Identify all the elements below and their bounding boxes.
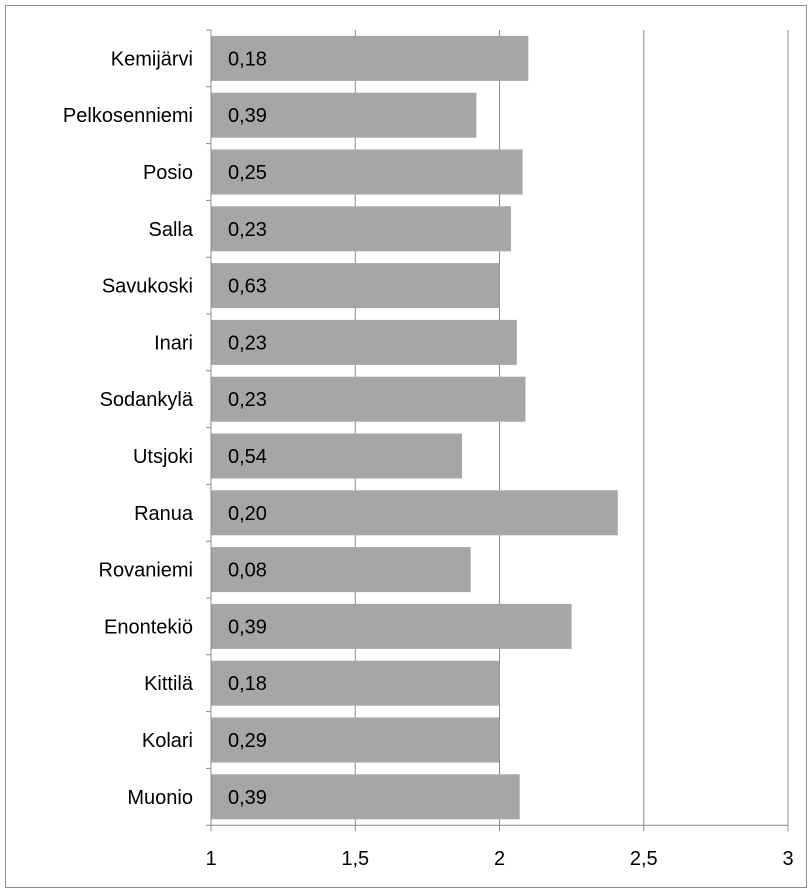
x-tick-label-4: 3	[782, 848, 793, 870]
category-label-13: Muonio	[127, 787, 193, 809]
data-label-6: 0,23	[228, 389, 267, 411]
category-label-2: Posio	[143, 162, 193, 184]
category-label-9: Rovaniemi	[99, 560, 193, 582]
category-label-7: Utsjoki	[133, 446, 193, 468]
bar-9	[211, 547, 471, 593]
bar-chart: 0,18 Kemijärvi 0,39 Pelkosenniemi 0,25 Posio 0…	[63, 29, 794, 870]
bar-3	[211, 206, 512, 252]
category-label-10: Enontekiö	[104, 616, 193, 638]
data-label-0: 0,18	[228, 48, 267, 70]
x-tick-label-3: 2,5	[630, 848, 658, 870]
category-label-5: Inari	[154, 332, 193, 354]
bar-13	[211, 774, 520, 820]
data-label-9: 0,08	[228, 560, 267, 582]
x-tick-label-2: 2	[494, 848, 505, 870]
bar-4	[211, 263, 500, 309]
bar-10	[211, 603, 572, 649]
bar-2	[211, 149, 523, 195]
data-label-4: 0,63	[228, 276, 267, 298]
bar-12	[211, 717, 500, 763]
data-label-7: 0,54	[228, 446, 267, 468]
category-label-1: Pelkosenniemi	[63, 105, 193, 127]
bar-11	[211, 660, 500, 706]
data-label-1: 0,39	[228, 105, 267, 127]
bar-8	[211, 490, 618, 536]
data-label-3: 0,23	[228, 219, 267, 241]
data-label-12: 0,29	[228, 730, 267, 752]
x-tick-label-0: 1	[205, 848, 216, 870]
x-tick-label-1: 1,5	[341, 848, 369, 870]
category-label-4: Savukoski	[102, 276, 193, 298]
category-label-6: Sodankylä	[100, 389, 194, 411]
bar-1	[211, 92, 477, 138]
bar-5	[211, 319, 517, 365]
category-label-0: Kemijärvi	[111, 48, 193, 70]
data-label-2: 0,25	[228, 162, 267, 184]
data-label-13: 0,39	[228, 787, 267, 809]
category-label-8: Ranua	[134, 503, 194, 525]
chart-frame: 0,18 Kemijärvi 0,39 Pelkosenniemi 0,25 Posio 0…	[5, 5, 807, 888]
category-label-12: Kolari	[142, 730, 193, 752]
data-label-5: 0,23	[228, 332, 267, 354]
data-label-8: 0,20	[228, 503, 267, 525]
bar-7	[211, 433, 462, 479]
data-label-11: 0,18	[228, 673, 267, 695]
data-label-10: 0,39	[228, 616, 267, 638]
category-label-11: Kittilä	[144, 673, 194, 695]
bar-0	[211, 35, 529, 81]
bar-6	[211, 376, 526, 422]
category-label-3: Salla	[149, 219, 194, 241]
